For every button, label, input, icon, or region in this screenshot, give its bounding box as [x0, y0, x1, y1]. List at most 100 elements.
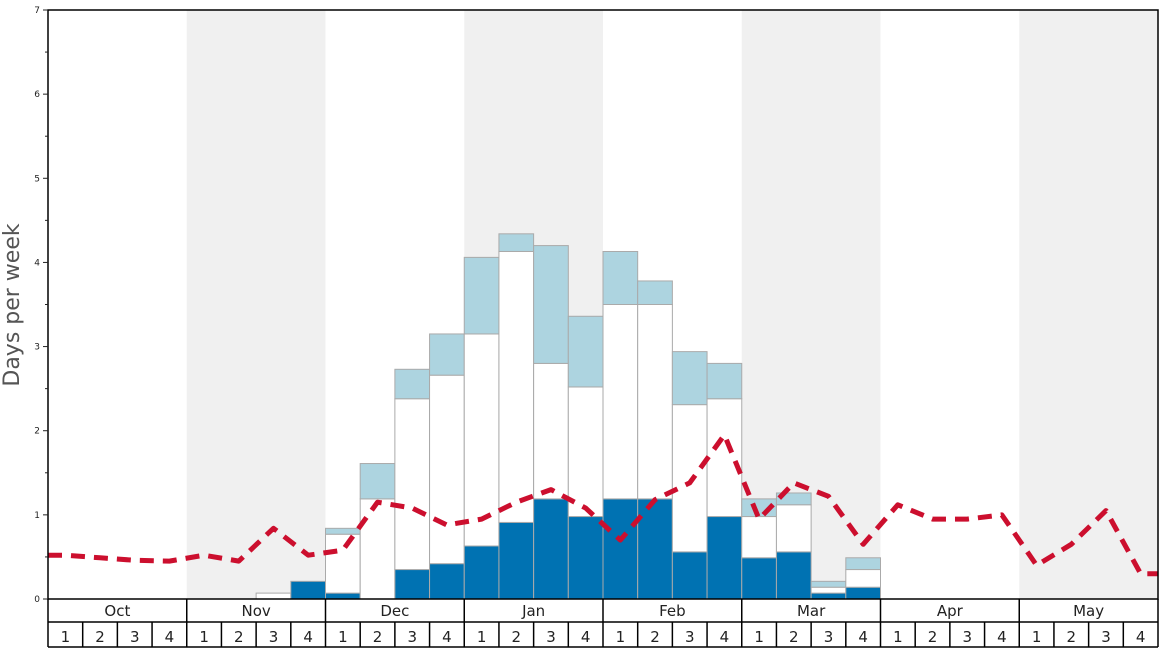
- bar-segment-3-week-15: [533, 245, 569, 364]
- y-ticks-group: 0 1 2 3 4 5 6 7: [34, 6, 48, 605]
- bar-segment-1-week-23: [810, 592, 847, 600]
- bar-segment-2-week-7: [255, 592, 292, 600]
- week-label-apr-1: 1: [893, 628, 903, 646]
- bar-segment-3-week-23: [810, 580, 847, 588]
- bar-segment-1-week-21: [741, 557, 777, 600]
- week-label-oct-1: 1: [61, 628, 71, 646]
- week-label-dec-3: 3: [407, 628, 417, 646]
- week-label-nov-2: 2: [234, 628, 244, 646]
- bars-group: [255, 233, 881, 600]
- week-label-apr-4: 4: [997, 628, 1007, 646]
- week-label-dec-1: 1: [338, 628, 348, 646]
- bar-segment-3-week-22: [775, 492, 812, 506]
- month-label-dec: Dec: [380, 602, 409, 620]
- bar-segment-1-week-17: [602, 498, 639, 600]
- y-tick-label-0: 0: [34, 595, 40, 605]
- x-axis-group: Oct 1 2 3 4 Nov 1 2 3 4 Dec 1 2 3 4 Jan 1 2 3 4 Feb 1 2 3 4 Mar 1 2…: [47, 599, 1159, 648]
- bar-segment-3-week-20: [706, 362, 743, 400]
- month-band-nov: [186, 10, 326, 599]
- bar-segment-1-week-24: [845, 586, 881, 600]
- week-label-mar-4: 4: [858, 628, 868, 646]
- week-label-apr-2: 2: [928, 628, 938, 646]
- bar-segment-3-week-12: [429, 333, 465, 376]
- week-label-may-3: 3: [1101, 628, 1111, 646]
- bar-segment-3-week-16: [567, 315, 604, 388]
- bar-segment-1-week-11: [394, 569, 431, 600]
- week-label-nov-4: 4: [303, 628, 313, 646]
- week-label-feb-4: 4: [720, 628, 730, 646]
- bar-segment-1-week-13: [463, 545, 500, 600]
- month-band-may: [1019, 10, 1158, 599]
- bar-segment-2-week-12: [429, 374, 465, 565]
- bar-segment-2-week-20: [706, 398, 743, 518]
- bar-segment-2-week-23: [810, 586, 847, 594]
- bar-segment-1-week-8: [290, 580, 326, 600]
- week-label-mar-2: 2: [789, 628, 799, 646]
- series-line: [48, 432, 1158, 577]
- week-label-jan-1: 1: [477, 628, 487, 646]
- bar-segment-1-week-15: [533, 498, 569, 600]
- y-tick-label-1: 1: [34, 511, 40, 521]
- week-label-jan-2: 2: [512, 628, 522, 646]
- week-label-mar-3: 3: [824, 628, 834, 646]
- week-label-feb-1: 1: [616, 628, 626, 646]
- week-label-dec-4: 4: [442, 628, 452, 646]
- week-label-nov-3: 3: [269, 628, 279, 646]
- bar-segment-2-week-14: [498, 250, 535, 523]
- week-label-may-2: 2: [1067, 628, 1077, 646]
- bar-segment-3-week-17: [602, 250, 639, 306]
- bar-segment-1-week-14: [498, 521, 535, 600]
- y-tick-label-4: 4: [34, 258, 40, 268]
- y-axis-label: Days per week: [0, 223, 25, 386]
- week-label-feb-2: 2: [650, 628, 660, 646]
- bar-segment-2-week-11: [394, 398, 431, 571]
- week-label-nov-1: 1: [199, 628, 209, 646]
- week-label-oct-4: 4: [165, 628, 175, 646]
- month-label-feb: Feb: [659, 602, 686, 620]
- line-group: [48, 432, 1158, 577]
- bar-segment-2-week-15: [533, 362, 569, 500]
- month-label-apr: Apr: [937, 602, 964, 620]
- bar-segment-2-week-19: [671, 404, 708, 553]
- week-label-oct-2: 2: [95, 628, 105, 646]
- bar-segment-2-week-18: [637, 304, 673, 500]
- month-label-mar: Mar: [797, 602, 826, 620]
- bar-segment-2-week-24: [845, 569, 881, 588]
- bar-segment-2-week-21: [741, 516, 777, 559]
- y-tick-label-7: 7: [34, 6, 40, 16]
- bar-segment-1-week-9: [325, 592, 361, 600]
- y-tick-label-5: 5: [34, 174, 40, 184]
- week-label-mar-1: 1: [754, 628, 764, 646]
- month-label-oct: Oct: [104, 602, 130, 620]
- bar-segment-1-week-20: [706, 516, 743, 600]
- bar-segment-2-week-22: [775, 504, 812, 553]
- y-tick-label-3: 3: [34, 343, 40, 353]
- bar-segment-1-week-16: [567, 516, 604, 600]
- week-label-may-1: 1: [1032, 628, 1042, 646]
- bar-segment-1-week-12: [429, 563, 465, 600]
- bar-segment-1-week-18: [637, 498, 673, 600]
- week-label-may-4: 4: [1136, 628, 1146, 646]
- week-label-dec-2: 2: [373, 628, 383, 646]
- bar-segment-3-week-24: [845, 557, 881, 571]
- bar-segment-3-week-18: [637, 280, 673, 306]
- week-label-apr-3: 3: [962, 628, 972, 646]
- bar-segment-3-week-10: [359, 463, 396, 500]
- bar-segment-3-week-11: [394, 368, 431, 400]
- week-label-oct-3: 3: [130, 628, 140, 646]
- bar-segment-2-week-10: [359, 498, 396, 600]
- week-label-jan-4: 4: [581, 628, 591, 646]
- bar-segment-3-week-9: [325, 527, 361, 535]
- bar-segment-1-week-22: [775, 551, 812, 600]
- bar-segment-2-week-17: [602, 304, 639, 500]
- bar-segment-3-week-14: [498, 233, 535, 252]
- week-label-jan-3: 3: [546, 628, 556, 646]
- bar-segment-3-week-13: [463, 256, 500, 335]
- y-tick-label-6: 6: [34, 90, 40, 100]
- month-label-may: May: [1073, 602, 1104, 620]
- month-label-jan: Jan: [521, 602, 545, 620]
- month-label-nov: Nov: [241, 602, 270, 620]
- bar-segment-2-week-9: [325, 533, 361, 594]
